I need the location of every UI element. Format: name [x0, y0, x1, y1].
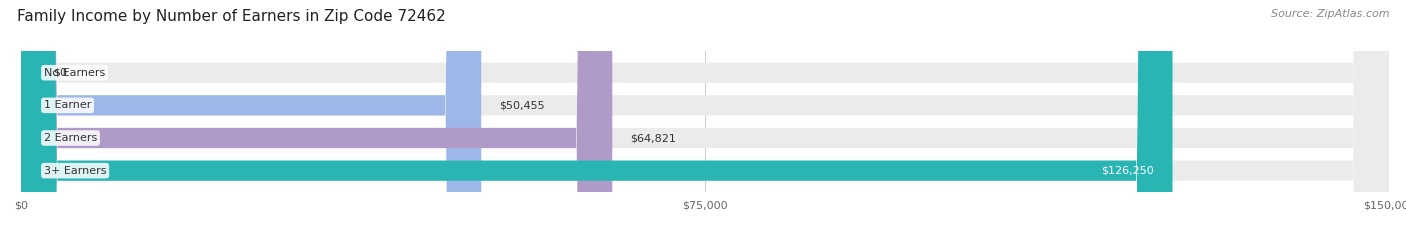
Text: $0: $0 — [53, 68, 67, 78]
FancyBboxPatch shape — [21, 0, 1173, 234]
Text: 3+ Earners: 3+ Earners — [44, 166, 107, 176]
FancyBboxPatch shape — [21, 0, 1389, 234]
Text: $64,821: $64,821 — [630, 133, 676, 143]
Text: 1 Earner: 1 Earner — [44, 100, 91, 110]
Text: Family Income by Number of Earners in Zip Code 72462: Family Income by Number of Earners in Zi… — [17, 9, 446, 24]
Text: No Earners: No Earners — [44, 68, 105, 78]
FancyBboxPatch shape — [21, 0, 481, 234]
Text: Source: ZipAtlas.com: Source: ZipAtlas.com — [1271, 9, 1389, 19]
Text: $50,455: $50,455 — [499, 100, 546, 110]
FancyBboxPatch shape — [21, 0, 612, 234]
Text: 2 Earners: 2 Earners — [44, 133, 97, 143]
Text: $126,250: $126,250 — [1101, 166, 1154, 176]
FancyBboxPatch shape — [21, 0, 1389, 234]
FancyBboxPatch shape — [21, 0, 1389, 234]
FancyBboxPatch shape — [21, 0, 1389, 234]
